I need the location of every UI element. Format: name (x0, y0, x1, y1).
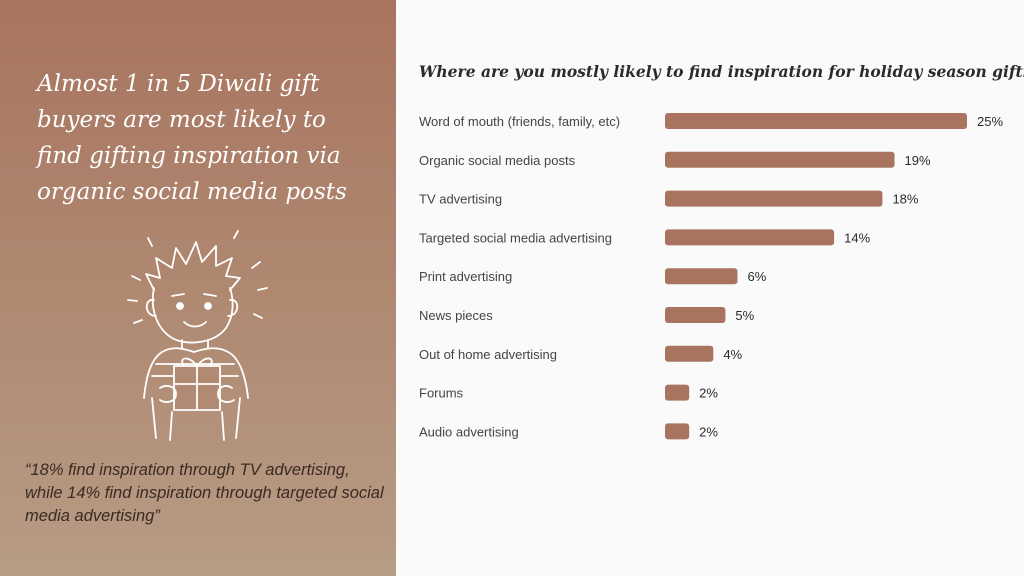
value-label: 18% (892, 192, 918, 207)
value-label: 5% (735, 308, 754, 323)
value-label: 6% (747, 269, 766, 284)
value-label: 2% (699, 386, 718, 401)
category-label: Audio advertising (419, 424, 519, 439)
category-label: Organic social media posts (419, 153, 576, 168)
category-label: Forums (419, 386, 464, 401)
bar (665, 268, 738, 285)
category-label: Out of home advertising (419, 347, 557, 362)
value-label: 2% (699, 424, 718, 439)
category-label: Word of mouth (friends, family, etc) (419, 114, 620, 129)
category-label: News pieces (419, 308, 493, 323)
bar (665, 113, 967, 129)
value-label: 19% (905, 153, 931, 168)
value-label: 4% (723, 347, 742, 362)
bar (665, 307, 726, 323)
bar (665, 345, 714, 362)
bar (665, 151, 895, 168)
bar (665, 384, 690, 401)
bar (665, 229, 835, 246)
chart-title: Where are you mostly likely to find insp… (419, 62, 1024, 81)
quote-text: “18% find inspiration through TV adverti… (25, 461, 384, 525)
category-label: Targeted social media advertising (419, 230, 612, 245)
bar-chart: Word of mouth (friends, family, etc) 25% O… (419, 113, 1003, 440)
category-label: Print advertising (419, 269, 512, 284)
bar (665, 423, 690, 440)
bar (665, 190, 883, 207)
chart-panel: Where are you mostly likely to find insp… (396, 0, 1024, 576)
headline: Almost 1 in 5 Diwali gift buyers are mos… (37, 71, 347, 205)
category-label: TV advertising (419, 192, 502, 207)
left-panel: Almost 1 in 5 Diwali gift buyers are mos… (0, 0, 396, 576)
boy-holding-gift-icon (127, 230, 268, 441)
value-label: 14% (844, 230, 870, 245)
value-label: 25% (977, 114, 1003, 129)
